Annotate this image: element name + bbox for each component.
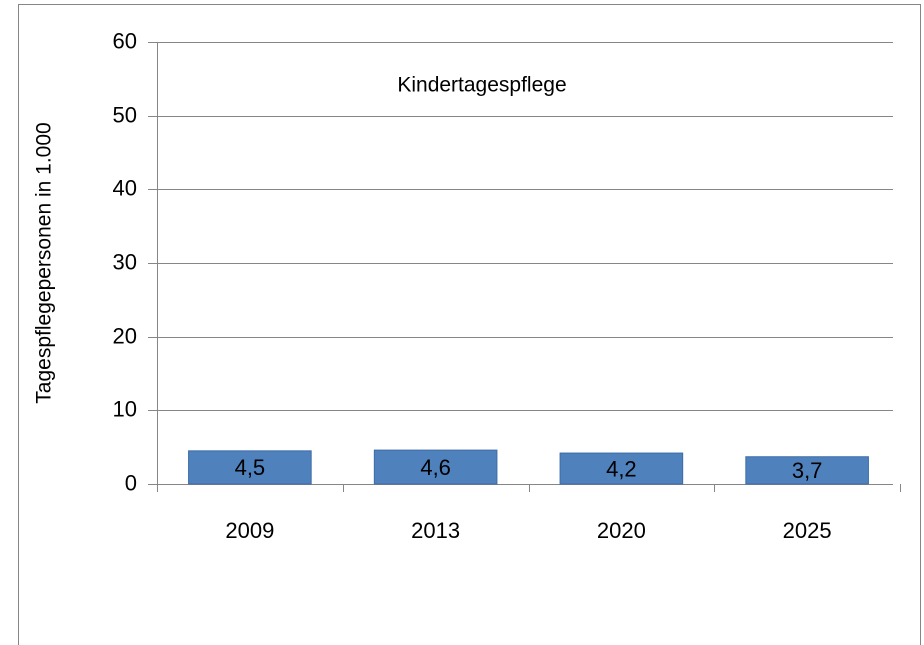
y-tick-label: 30 (113, 249, 137, 274)
data-label: 4,5 (235, 455, 266, 480)
y-tick-label: 0 (125, 470, 137, 495)
x-tick-label: 2009 (225, 518, 274, 543)
bar (188, 450, 312, 485)
chart-title: Kindertagespflege (397, 74, 566, 97)
chart-border (18, 4, 921, 645)
data-label: 4,2 (606, 456, 637, 481)
bar (559, 452, 684, 485)
y-axis-label: Tagespflegepersonen in 1.000 (33, 122, 56, 403)
bar (745, 456, 869, 485)
y-tick-label: 10 (113, 396, 137, 421)
y-tick-label: 40 (113, 175, 137, 200)
y-tick-label: 60 (113, 28, 137, 53)
data-label: 4,6 (420, 455, 451, 480)
x-tick-label: 2025 (783, 518, 832, 543)
y-tick-label: 20 (113, 323, 137, 348)
data-label: 3,7 (792, 458, 823, 483)
x-tick-label: 2013 (411, 518, 460, 543)
y-tick-label: 50 (113, 102, 137, 127)
bar (373, 449, 498, 485)
x-tick-label: 2020 (597, 518, 646, 543)
